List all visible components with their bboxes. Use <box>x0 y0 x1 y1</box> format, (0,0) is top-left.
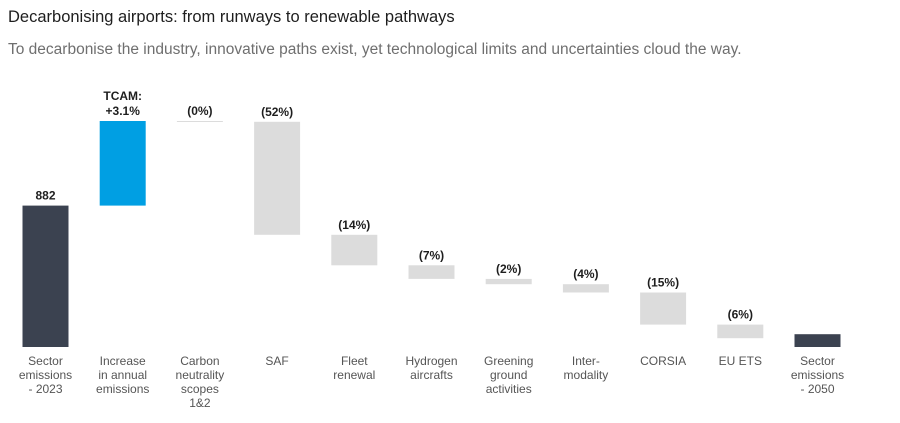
value-label-10: (6%) <box>728 308 753 322</box>
category-label-2: in annual <box>98 368 147 382</box>
bar-3 <box>176 121 223 122</box>
bar-4 <box>254 121 301 235</box>
category-label-1: emissions <box>19 368 72 382</box>
value-label-4: (52%) <box>261 105 293 119</box>
bar-6 <box>408 265 455 279</box>
value-labels-group: 882 TCAM:+3.1% (0%) (52%) (14%) (7%) (2%) (4%) (… <box>35 89 752 322</box>
category-label-11: Sector <box>800 354 835 368</box>
bars-group <box>22 121 841 347</box>
bar-10 <box>717 324 764 339</box>
category-label-1: - 2023 <box>28 382 62 396</box>
bar-5 <box>331 234 378 266</box>
bar-7 <box>485 278 532 285</box>
value-label-2: TCAM: <box>103 89 142 103</box>
category-label-6: aircrafts <box>410 368 453 382</box>
value-label-5: (14%) <box>338 218 370 232</box>
bar-1 <box>22 205 69 347</box>
category-label-11: - 2050 <box>800 382 834 396</box>
bar-9 <box>640 292 687 325</box>
value-label-3: (0%) <box>187 104 212 118</box>
value-label-1: 882 <box>35 189 55 203</box>
category-label-3: Carbon <box>180 354 219 368</box>
value-label-8: (4%) <box>573 267 598 281</box>
bar-11 <box>794 334 841 347</box>
category-label-5: renewal <box>333 368 375 382</box>
category-label-9: CORSIA <box>640 354 686 368</box>
value-label-7: (2%) <box>496 262 521 276</box>
category-label-7: Greening <box>484 354 533 368</box>
category-label-10: EU ETS <box>719 354 762 368</box>
category-label-2: Increase <box>100 354 146 368</box>
bar-2 <box>99 121 146 206</box>
category-label-7: ground <box>490 368 527 382</box>
category-label-3: 1&2 <box>189 396 211 410</box>
category-label-8: modality <box>564 368 609 382</box>
category-label-1: Sector <box>28 354 63 368</box>
category-label-3: neutrality <box>176 368 225 382</box>
value-label-9: (15%) <box>647 276 679 290</box>
value-label-2: +3.1% <box>106 104 141 118</box>
category-label-4: SAF <box>265 354 288 368</box>
category-label-5: Fleet <box>341 354 368 368</box>
category-label-8: Inter- <box>572 354 600 368</box>
bar-8 <box>562 284 609 293</box>
category-label-11: emissions <box>791 368 844 382</box>
category-label-3: scopes <box>181 382 219 396</box>
value-label-6: (7%) <box>419 248 444 262</box>
category-label-7: activities <box>486 382 532 396</box>
category-label-2: emissions <box>96 382 149 396</box>
chart-title: Decarbonising airports: from runways to … <box>8 8 455 26</box>
chart-subtitle: To decarbonise the industry, innovative … <box>8 41 742 58</box>
category-label-6: Hydrogen <box>405 354 457 368</box>
